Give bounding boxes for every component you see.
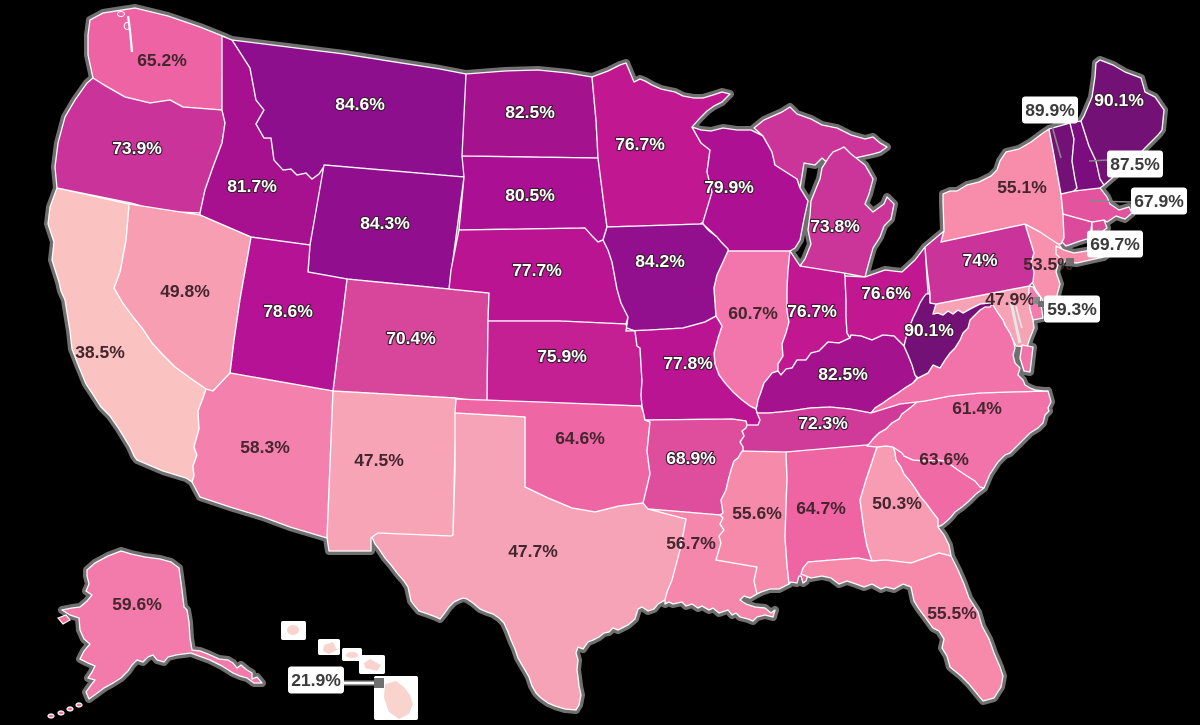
svg-text:47.7%: 47.7% bbox=[508, 541, 558, 561]
svg-text:76.6%: 76.6% bbox=[861, 283, 911, 303]
svg-text:81.7%: 81.7% bbox=[227, 176, 277, 196]
svg-text:73.8%: 73.8% bbox=[810, 216, 860, 236]
svg-text:65.2%: 65.2% bbox=[137, 50, 187, 70]
svg-text:47.9%: 47.9% bbox=[985, 289, 1035, 309]
svg-text:80.5%: 80.5% bbox=[505, 185, 555, 205]
svg-text:68.9%: 68.9% bbox=[666, 448, 716, 468]
svg-text:38.5%: 38.5% bbox=[75, 342, 125, 362]
svg-text:77.8%: 77.8% bbox=[663, 353, 713, 373]
svg-text:55.5%: 55.5% bbox=[927, 603, 977, 623]
svg-text:55.6%: 55.6% bbox=[732, 503, 782, 523]
svg-text:74%: 74% bbox=[962, 250, 997, 270]
svg-text:76.7%: 76.7% bbox=[787, 301, 837, 321]
svg-text:73.9%: 73.9% bbox=[112, 138, 162, 158]
svg-text:56.7%: 56.7% bbox=[666, 533, 716, 553]
svg-text:89.9%: 89.9% bbox=[1025, 100, 1075, 120]
svg-text:64.7%: 64.7% bbox=[796, 498, 846, 518]
svg-text:69.7%: 69.7% bbox=[1090, 234, 1140, 254]
svg-text:59.6%: 59.6% bbox=[112, 594, 162, 614]
svg-text:21.9%: 21.9% bbox=[291, 670, 341, 690]
svg-text:79.9%: 79.9% bbox=[704, 177, 754, 197]
svg-text:55.1%: 55.1% bbox=[997, 177, 1047, 197]
svg-text:84.2%: 84.2% bbox=[635, 251, 685, 271]
svg-text:87.5%: 87.5% bbox=[1110, 154, 1160, 174]
svg-text:67.9%: 67.9% bbox=[1134, 191, 1184, 211]
svg-text:82.5%: 82.5% bbox=[818, 364, 868, 384]
svg-text:76.7%: 76.7% bbox=[615, 134, 665, 154]
svg-text:82.5%: 82.5% bbox=[505, 102, 555, 122]
svg-text:47.5%: 47.5% bbox=[354, 450, 404, 470]
svg-text:72.3%: 72.3% bbox=[798, 413, 848, 433]
svg-text:90.1%: 90.1% bbox=[904, 320, 954, 340]
svg-text:63.6%: 63.6% bbox=[919, 449, 969, 469]
svg-text:78.6%: 78.6% bbox=[263, 301, 313, 321]
svg-text:53.5%: 53.5% bbox=[1023, 254, 1073, 274]
svg-text:90.1%: 90.1% bbox=[1094, 90, 1144, 110]
svg-text:49.8%: 49.8% bbox=[160, 281, 210, 301]
svg-text:59.3%: 59.3% bbox=[1047, 299, 1097, 319]
svg-text:77.7%: 77.7% bbox=[512, 260, 562, 280]
svg-text:60.7%: 60.7% bbox=[728, 303, 778, 323]
svg-text:75.9%: 75.9% bbox=[537, 346, 587, 366]
svg-text:84.3%: 84.3% bbox=[360, 213, 410, 233]
svg-text:64.6%: 64.6% bbox=[555, 428, 605, 448]
svg-text:61.4%: 61.4% bbox=[952, 398, 1002, 418]
svg-text:84.6%: 84.6% bbox=[335, 94, 385, 114]
svg-text:70.4%: 70.4% bbox=[386, 328, 436, 348]
svg-text:50.3%: 50.3% bbox=[872, 493, 922, 513]
svg-text:58.3%: 58.3% bbox=[240, 437, 290, 457]
